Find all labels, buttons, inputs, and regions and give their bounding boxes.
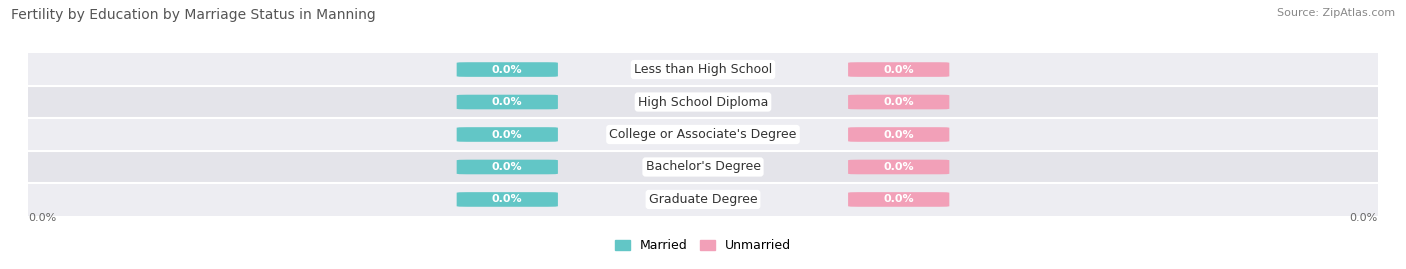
Text: 0.0%: 0.0% [883,194,914,204]
Text: 0.0%: 0.0% [492,65,523,75]
Bar [28,118,1378,151]
FancyBboxPatch shape [457,160,558,174]
FancyBboxPatch shape [848,62,949,77]
FancyBboxPatch shape [457,62,558,77]
FancyBboxPatch shape [848,192,949,207]
Text: College or Associate's Degree: College or Associate's Degree [609,128,797,141]
FancyBboxPatch shape [848,127,949,142]
Bar [28,151,1378,183]
FancyBboxPatch shape [457,127,558,142]
FancyBboxPatch shape [848,160,949,174]
Text: 0.0%: 0.0% [492,194,523,204]
Text: 0.0%: 0.0% [1350,213,1378,223]
Text: Source: ZipAtlas.com: Source: ZipAtlas.com [1277,8,1395,18]
Text: 0.0%: 0.0% [28,213,56,223]
Text: 0.0%: 0.0% [883,65,914,75]
Text: 0.0%: 0.0% [883,97,914,107]
Text: 0.0%: 0.0% [492,129,523,140]
Text: 0.0%: 0.0% [492,97,523,107]
Legend: Married, Unmarried: Married, Unmarried [614,239,792,252]
Text: Graduate Degree: Graduate Degree [648,193,758,206]
Bar [28,86,1378,118]
Text: High School Diploma: High School Diploma [638,95,768,108]
Text: 0.0%: 0.0% [492,162,523,172]
Text: Less than High School: Less than High School [634,63,772,76]
Bar [28,53,1378,86]
FancyBboxPatch shape [457,192,558,207]
FancyBboxPatch shape [848,95,949,109]
Text: 0.0%: 0.0% [883,162,914,172]
Text: Bachelor's Degree: Bachelor's Degree [645,161,761,174]
Text: Fertility by Education by Marriage Status in Manning: Fertility by Education by Marriage Statu… [11,8,375,22]
Bar [28,183,1378,216]
FancyBboxPatch shape [457,95,558,109]
Text: 0.0%: 0.0% [883,129,914,140]
